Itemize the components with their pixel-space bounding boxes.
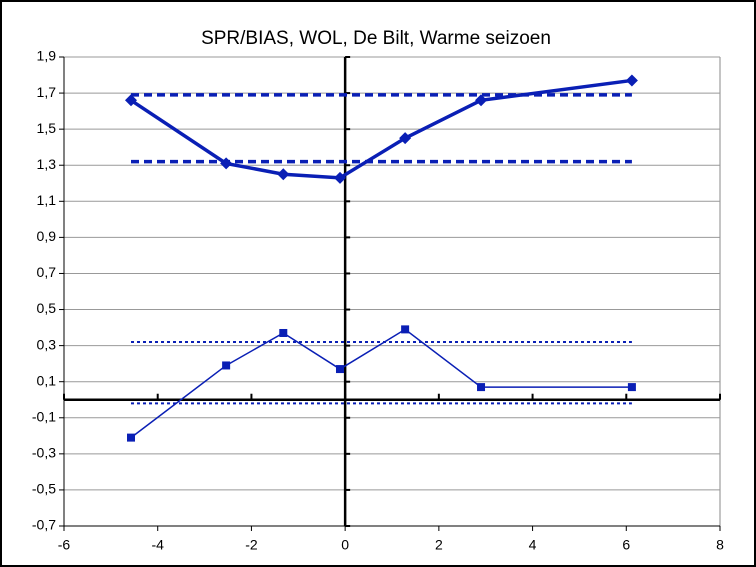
y-tick-label: -0,1	[32, 408, 56, 424]
y-tick-label: 0,7	[37, 264, 57, 280]
x-tick-label: -6	[58, 537, 71, 553]
x-tick-label: 8	[716, 537, 724, 553]
y-tick-label: 1,7	[37, 84, 57, 100]
marker	[475, 94, 488, 107]
x-tick-label: 4	[529, 537, 537, 553]
y-tick-label: 1,1	[37, 192, 57, 208]
marker	[277, 168, 290, 181]
x-tick-label: 0	[341, 537, 349, 553]
y-tick-label: 1,5	[37, 120, 57, 136]
y-tick-label: 0,3	[37, 336, 57, 352]
y-tick-label: -0,3	[32, 445, 56, 461]
marker	[279, 328, 288, 337]
y-tick-label: -0,7	[32, 517, 56, 533]
y-tick-label: 1,9	[37, 48, 57, 64]
y-tick-label: 0,9	[37, 228, 57, 244]
marker	[477, 383, 486, 392]
marker	[625, 74, 638, 87]
marker	[127, 433, 136, 442]
x-tick-label: -4	[151, 537, 164, 553]
marker	[401, 325, 410, 334]
x-tick-label: -2	[245, 537, 258, 553]
x-tick-label: 6	[622, 537, 630, 553]
x-tick-label: 2	[435, 537, 443, 553]
y-tick-label: -0,5	[32, 481, 56, 497]
marker	[125, 94, 138, 107]
marker	[399, 132, 412, 145]
marker	[222, 361, 231, 370]
marker	[335, 365, 344, 374]
y-tick-label: 0,5	[37, 300, 57, 316]
marker	[333, 171, 346, 184]
y-tick-label: 1,3	[37, 156, 57, 172]
chart-title: SPR/BIAS, WOL, De Bilt, Warme seizoen	[201, 28, 551, 49]
marker	[627, 383, 636, 392]
y-tick-label: 0,1	[37, 372, 57, 388]
